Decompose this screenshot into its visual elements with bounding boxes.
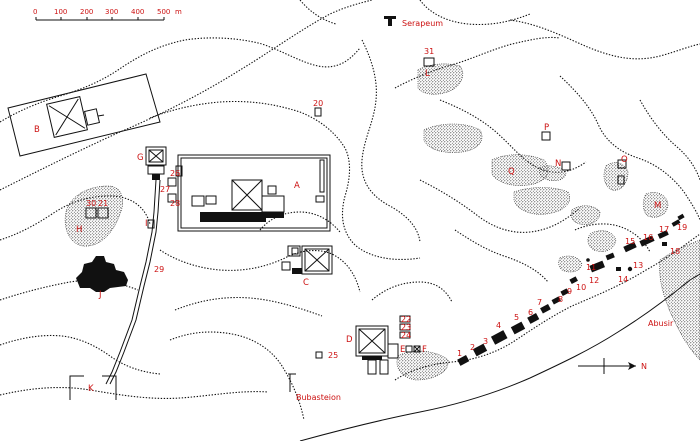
label-24: 24 <box>401 331 411 340</box>
label-i: I <box>145 219 148 229</box>
scale-bar: 0 100 200 300 400 500 m <box>33 8 182 21</box>
structure-k <box>69 375 117 400</box>
label-29: 29 <box>154 265 164 274</box>
label-1: 1 <box>457 349 462 358</box>
label-13: 13 <box>633 261 643 270</box>
causeway <box>105 179 161 385</box>
scale-unit: m <box>175 8 182 16</box>
serapeum-marker-icon <box>384 16 396 26</box>
label-abusir: Abusir <box>648 319 674 328</box>
label-g: G <box>137 153 144 163</box>
label-f: F <box>422 345 427 355</box>
scale-tick-100: 100 <box>54 8 67 16</box>
label-11: 11 <box>586 263 596 272</box>
label-10: 10 <box>576 283 586 292</box>
label-north: N <box>641 362 647 371</box>
pyramid-field-bars <box>457 213 685 366</box>
label-5: 5 <box>514 313 519 322</box>
enclosure-a <box>177 154 331 232</box>
label-30: 30 <box>86 199 96 208</box>
label-2: 2 <box>470 343 475 352</box>
label-15: 15 <box>625 237 635 246</box>
label-8: 8 <box>558 295 563 304</box>
label-12: 12 <box>589 276 599 285</box>
label-h: H <box>76 225 82 235</box>
scale-tick-500: 500 <box>157 8 170 16</box>
label-17: 17 <box>659 225 669 234</box>
label-bubasteion: Bubasteion <box>296 393 341 402</box>
label-9: 9 <box>567 287 572 296</box>
label-19: 19 <box>677 223 687 232</box>
label-o: O <box>621 155 628 165</box>
scale-tick-300: 300 <box>105 8 118 16</box>
label-22: 22 <box>401 315 411 324</box>
label-31: 31 <box>424 47 434 56</box>
scale-tick-200: 200 <box>80 8 93 16</box>
label-p: P <box>544 123 549 133</box>
label-serapeum: Serapeum <box>402 19 443 28</box>
label-7: 7 <box>537 298 542 307</box>
stippled-areas <box>64 63 669 381</box>
structure-c <box>281 245 333 275</box>
label-k: K <box>88 384 94 394</box>
structure-g <box>145 146 183 203</box>
label-d: D <box>346 335 353 345</box>
small-structures <box>314 57 633 359</box>
label-23: 23 <box>401 323 411 332</box>
label-28: 28 <box>170 199 180 208</box>
pyramid-j <box>76 256 128 292</box>
label-b: B <box>34 125 40 135</box>
label-27: 27 <box>160 185 170 194</box>
label-25: 25 <box>328 351 338 360</box>
label-j: J <box>98 290 102 300</box>
terrain-contours <box>0 0 700 421</box>
label-16: 16 <box>643 233 653 242</box>
label-e: E <box>400 345 405 355</box>
label-20: 20 <box>313 99 323 108</box>
label-a: A <box>294 181 300 191</box>
label-l: L <box>425 69 430 79</box>
north-arrow-icon <box>578 358 636 374</box>
label-18: 18 <box>670 247 680 256</box>
bubasteion-wall <box>288 373 296 392</box>
label-6: 6 <box>528 308 533 317</box>
label-14: 14 <box>618 275 628 284</box>
label-q: Q <box>508 167 515 177</box>
label-26: 26 <box>170 169 180 178</box>
label-3: 3 <box>483 337 488 346</box>
label-m: M <box>654 201 661 211</box>
enclosure-b <box>7 73 161 157</box>
structure-d <box>355 315 421 375</box>
label-4: 4 <box>496 321 501 330</box>
label-21: 21 <box>98 199 108 208</box>
scale-tick-400: 400 <box>131 8 144 16</box>
structure-h-i <box>85 207 155 229</box>
cultivation-edge <box>299 239 700 441</box>
label-c: C <box>303 278 309 288</box>
label-n: N <box>555 159 561 169</box>
scale-tick-0: 0 <box>33 8 37 16</box>
